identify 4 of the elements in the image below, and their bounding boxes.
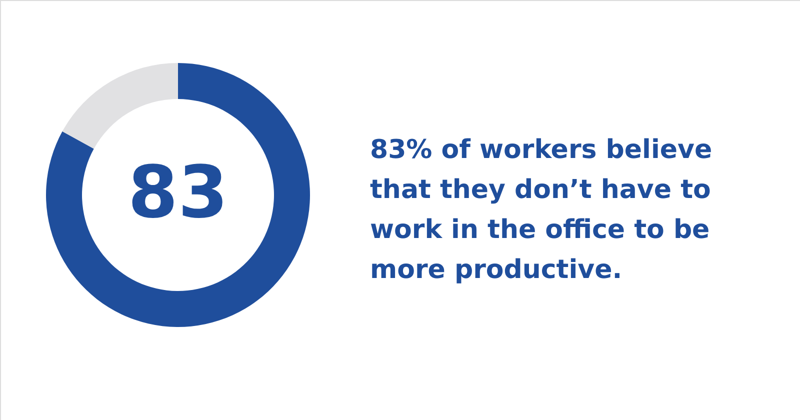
donut-slice [46, 63, 310, 327]
donut-slice [62, 63, 178, 149]
text: 83% of workers believe that they don’t have to work in the office to be more productive. [370, 135, 712, 285]
data-label: 83 [128, 150, 228, 234]
